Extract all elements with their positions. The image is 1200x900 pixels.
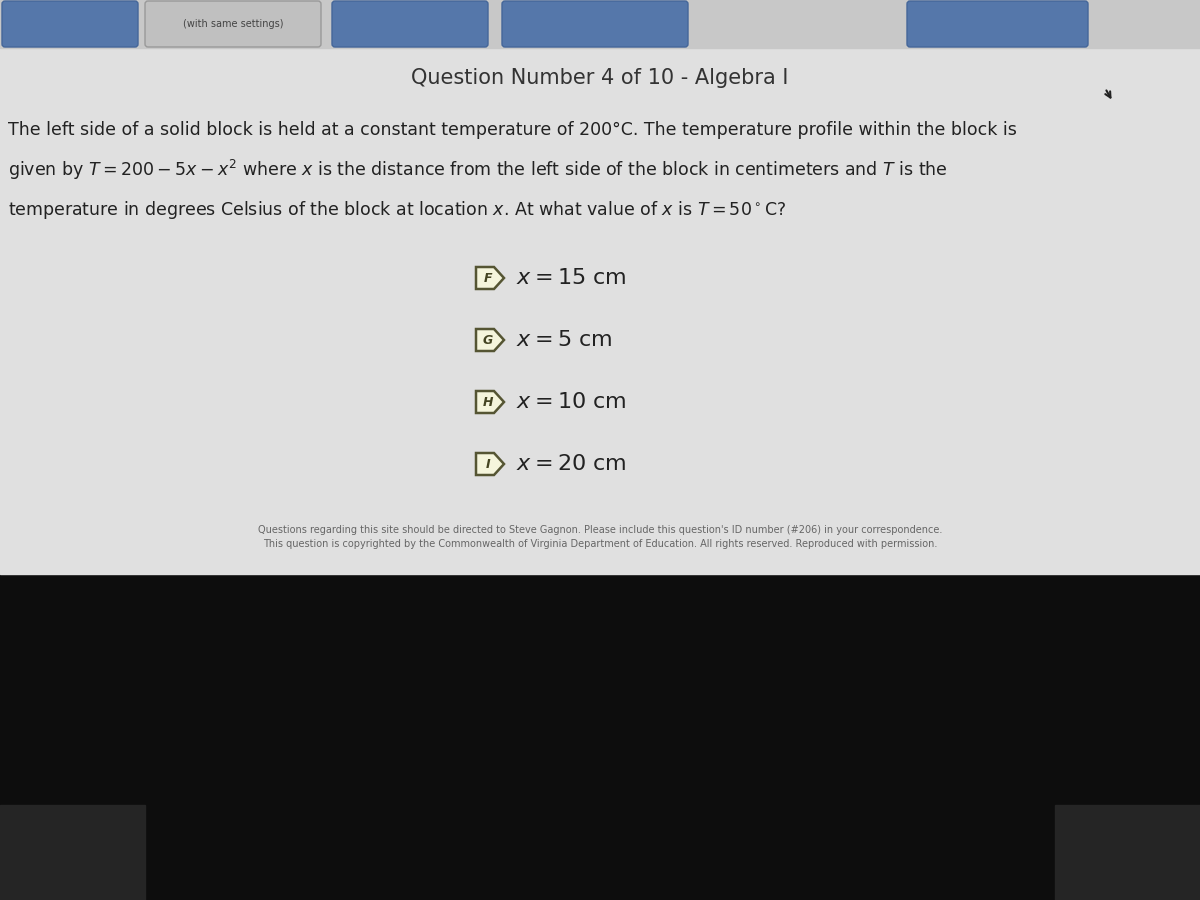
Text: $x = 20$ cm: $x = 20$ cm [516,454,626,474]
Bar [0,0,1200,574]
Text: temperature in degrees Celsius of the block at location $x$. At what value of $x: temperature in degrees Celsius of the bl… [8,199,786,221]
FancyBboxPatch shape [907,1,1088,47]
Bar [0,805,145,900]
Text: (with same settings): (with same settings) [182,19,283,29]
FancyBboxPatch shape [2,1,138,47]
Polygon shape [476,329,504,351]
Text: $x = 5$ cm: $x = 5$ cm [516,330,612,350]
Polygon shape [476,453,504,475]
Polygon shape [476,267,504,289]
FancyBboxPatch shape [332,1,488,47]
Text: $x = 10$ cm: $x = 10$ cm [516,392,626,412]
Text: I: I [486,457,491,471]
Text: This question is copyrighted by the Commonwealth of Virginia Department of Educa: This question is copyrighted by the Comm… [263,539,937,549]
FancyBboxPatch shape [145,1,322,47]
Text: G: G [482,334,493,346]
Text: Question Number 4 of 10 - Algebra I: Question Number 4 of 10 - Algebra I [412,68,788,88]
FancyBboxPatch shape [502,1,688,47]
Text: $x = 15$ cm: $x = 15$ cm [516,268,626,288]
Bar [0,0,1200,48]
Text: H: H [482,395,493,409]
Polygon shape [476,391,504,413]
Text: Questions regarding this site should be directed to Steve Gagnon. Please include: Questions regarding this site should be … [258,525,942,535]
Text: given by $T = 200 - 5x - x^2$ where $x$ is the distance from the left side of th: given by $T = 200 - 5x - x^2$ where $x$ … [8,158,948,182]
Text: F: F [484,272,492,284]
Bar [1055,805,1200,900]
Text: The left side of a solid block is held at a constant temperature of 200°C. The t: The left side of a solid block is held a… [8,121,1016,139]
